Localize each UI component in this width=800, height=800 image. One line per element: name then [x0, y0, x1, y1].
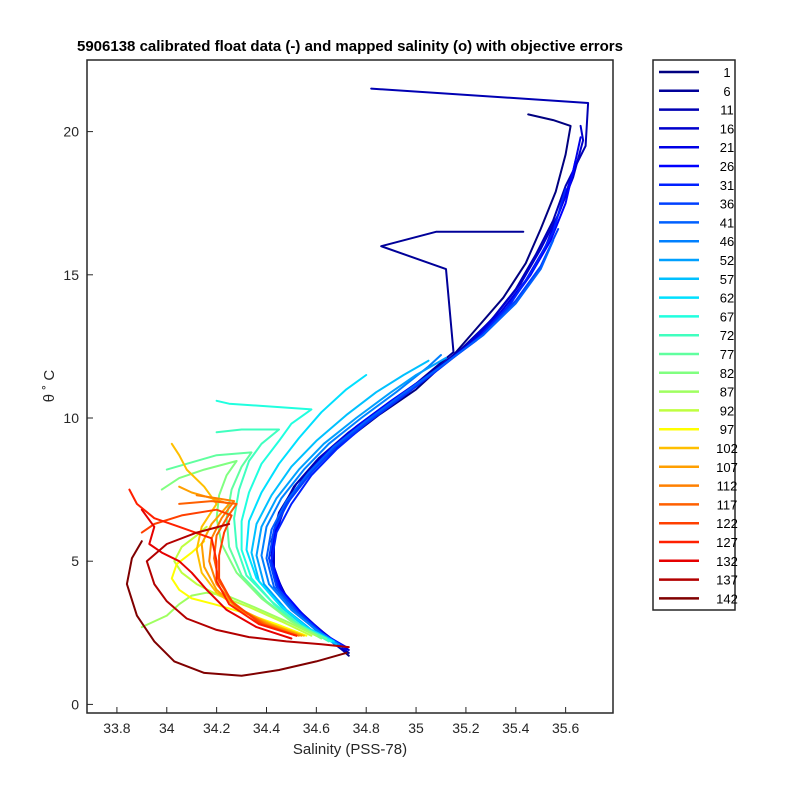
- legend-label-36: 36: [720, 197, 734, 212]
- y-tick-label: 0: [71, 696, 79, 712]
- x-tick-label: 35: [408, 720, 424, 736]
- legend-label-46: 46: [720, 234, 734, 249]
- series-line-132: [140, 508, 293, 640]
- legend-label-122: 122: [716, 516, 738, 531]
- series-line-46: [260, 354, 442, 646]
- series-line-142: [125, 540, 348, 677]
- legend-label-107: 107: [716, 460, 738, 475]
- series-line-87: [140, 591, 318, 637]
- legend-label-67: 67: [720, 309, 734, 324]
- plot-frame: [86, 59, 614, 714]
- legend-label-31: 31: [720, 178, 734, 193]
- legend-label-112: 112: [717, 479, 738, 494]
- x-tick-label: 33.8: [103, 720, 130, 736]
- x-tick-label: 34.2: [203, 720, 230, 736]
- x-tick-label: 35.2: [452, 720, 479, 736]
- series-line-82: [160, 460, 323, 640]
- legend-label-97: 97: [720, 422, 734, 437]
- y-tick-label: 10: [63, 410, 79, 426]
- legend-label-1: 1: [723, 65, 730, 80]
- legend-label-16: 16: [720, 121, 734, 136]
- legend-label-102: 102: [716, 441, 738, 456]
- x-tick-label: 34.8: [353, 720, 380, 736]
- legend-label-87: 87: [720, 385, 734, 400]
- legend-label-92: 92: [720, 403, 734, 418]
- y-tick-label: 20: [63, 124, 79, 140]
- legend-items: 1611162126313641465257626772778287929710…: [659, 65, 738, 606]
- y-ticks: 0 5 10 15 20: [63, 124, 93, 712]
- legend-label-11: 11: [720, 103, 734, 118]
- legend-label-6: 6: [723, 84, 730, 99]
- series-line-62: [245, 374, 368, 643]
- y-axis-label: θ ˚ C: [41, 370, 58, 403]
- series-line-122: [140, 508, 298, 637]
- y-tick-label: 5: [71, 553, 79, 569]
- legend-label-137: 137: [716, 573, 738, 588]
- series-line-36: [268, 228, 560, 649]
- x-tick-label: 34.6: [303, 720, 330, 736]
- legend-label-26: 26: [720, 159, 734, 174]
- legend-label-127: 127: [716, 535, 738, 550]
- x-tick-label: 34: [159, 720, 175, 736]
- legend-label-41: 41: [720, 215, 734, 230]
- x-tick-label: 34.4: [253, 720, 280, 736]
- chart-title: 5906138 calibrated float data (-) and ma…: [77, 38, 623, 55]
- x-axis-label: Salinity (PSS-78): [293, 741, 407, 758]
- x-tick-label: 35.4: [502, 720, 529, 736]
- series-line-137: [145, 523, 350, 649]
- series-line-92: [173, 525, 313, 637]
- legend-label-117: 117: [717, 497, 738, 512]
- legend-label-52: 52: [720, 253, 734, 268]
- series-layer: [125, 87, 590, 677]
- series-line-127: [128, 488, 298, 637]
- legend-label-77: 77: [720, 347, 734, 362]
- legend-label-72: 72: [720, 328, 734, 343]
- series-line-41: [265, 239, 555, 649]
- legend-label-62: 62: [720, 291, 734, 306]
- x-tick-label: 35.6: [552, 720, 579, 736]
- legend-label-132: 132: [716, 554, 738, 569]
- legend-label-82: 82: [720, 366, 734, 381]
- y-tick-label: 15: [63, 267, 79, 283]
- legend: 1611162126313641465257626772778287929710…: [652, 59, 738, 611]
- legend-label-21: 21: [720, 140, 734, 155]
- legend-label-142: 142: [716, 591, 738, 606]
- legend-label-57: 57: [720, 272, 734, 287]
- x-ticks: 33.8 34 34.2 34.4 34.6 34.8 35 35.2 35.4 35.6: [103, 707, 579, 736]
